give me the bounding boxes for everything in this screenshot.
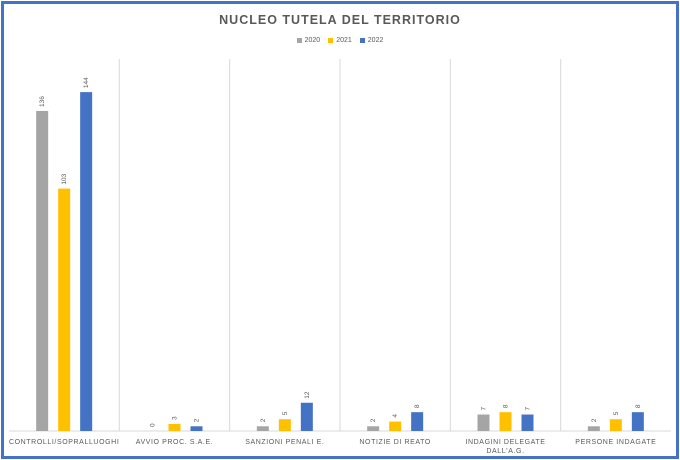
bar-2021 xyxy=(499,412,512,431)
bar-2021 xyxy=(58,188,71,431)
category-label: AVVIO PROC. S.A.E. xyxy=(136,439,214,446)
data-label: 7 xyxy=(481,407,488,411)
category-label: SANZIONI PENALI E. xyxy=(245,439,324,446)
data-label: 12 xyxy=(304,391,311,399)
legend-swatch xyxy=(328,38,334,43)
data-label: 144 xyxy=(83,77,90,88)
bar-2021 xyxy=(389,421,402,431)
bar-2021 xyxy=(278,419,291,431)
data-label: 5 xyxy=(282,411,289,415)
legend-swatch xyxy=(359,38,365,43)
legend-item-2020: 2020 xyxy=(296,37,321,44)
data-label: 4 xyxy=(392,414,399,418)
bar-2021 xyxy=(168,423,181,431)
legend-label: 2021 xyxy=(336,37,352,44)
data-label: 8 xyxy=(635,404,642,408)
category-label: PERSONE INDAGATE xyxy=(575,439,656,446)
bar-2022 xyxy=(80,92,93,432)
data-label: 2 xyxy=(591,418,598,422)
legend-swatch xyxy=(296,38,302,43)
bar-2022 xyxy=(631,412,644,431)
data-label: 136 xyxy=(39,96,46,107)
bar-2020 xyxy=(367,426,380,431)
data-label: 2 xyxy=(194,418,201,422)
bar-2022 xyxy=(300,402,313,431)
category-label: NOTIZIE DI REATO xyxy=(359,439,431,446)
data-label: 3 xyxy=(172,416,179,420)
legend-label: 2022 xyxy=(367,37,384,44)
bar-2021 xyxy=(609,419,622,431)
bar-2020 xyxy=(36,110,49,432)
legend-item-2021: 2021 xyxy=(328,37,352,44)
data-label: 8 xyxy=(414,404,421,408)
category-label: DALL'A.G. xyxy=(486,448,524,455)
data-label: 103 xyxy=(61,173,68,184)
data-label: 2 xyxy=(260,418,267,422)
category-label: CONTROLLI/SOPRALLUOGHI xyxy=(9,439,119,446)
chart-title: NUCLEO TUTELA DEL TERRITORIO xyxy=(219,13,461,27)
bar-2020 xyxy=(587,426,600,431)
category-label: INDAGINI DELEGATE xyxy=(465,439,545,446)
bar-2022 xyxy=(190,426,203,431)
chart-legend: 2020 2021 2022 xyxy=(4,37,676,44)
data-label: 8 xyxy=(503,404,510,408)
data-label: 5 xyxy=(613,411,620,415)
legend-label: 2020 xyxy=(304,37,321,44)
bar-2020 xyxy=(477,414,490,431)
legend-item-2022: 2022 xyxy=(359,37,384,44)
data-label: 7 xyxy=(525,407,532,411)
data-label: 0 xyxy=(150,423,157,427)
bar-2020 xyxy=(256,426,269,431)
bar-2022 xyxy=(411,412,424,431)
bar-2022 xyxy=(521,414,534,431)
chart-plot-area: 136 103 144 CONTROLLI/SOPRALLUOGHI 0 3 2 AVVIO … xyxy=(9,59,671,455)
data-label: 2 xyxy=(370,418,377,422)
